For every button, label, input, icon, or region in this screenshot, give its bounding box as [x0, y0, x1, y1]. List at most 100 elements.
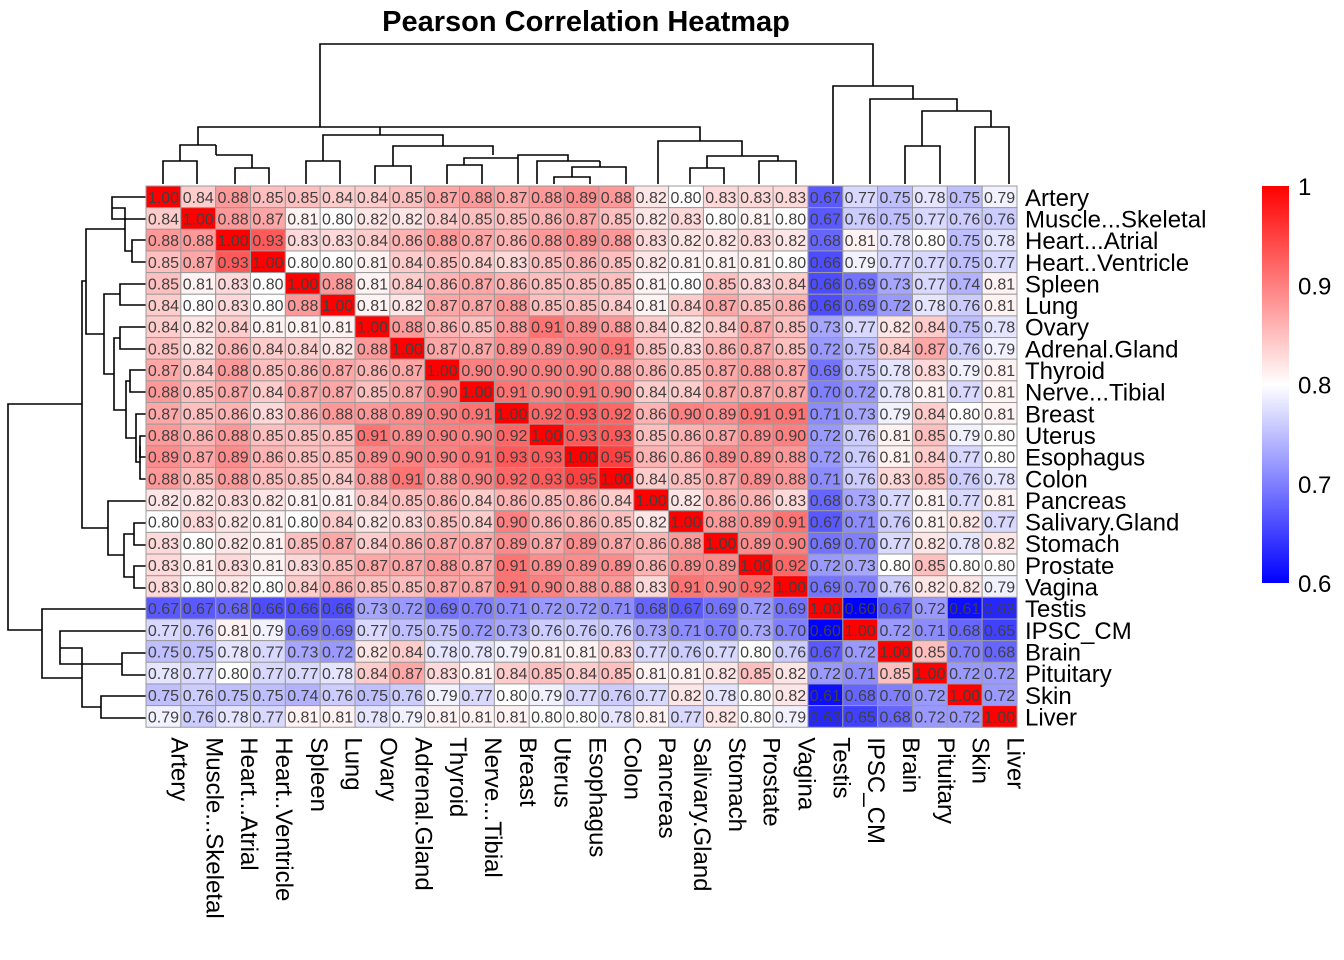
- cell-value-label: 0.82: [357, 515, 388, 532]
- cell-value-label: 0.87: [461, 341, 492, 358]
- cell-value-label: 0.77: [670, 709, 701, 726]
- cell-value-label: 0.87: [287, 385, 318, 402]
- cell-value-label: 0.89: [566, 190, 597, 207]
- cell-value-label: 0.92: [740, 580, 771, 597]
- cell-value-label: 0.72: [810, 558, 841, 575]
- cell-value-label: 0.77: [845, 320, 876, 337]
- row-label: Nerve...Tibial: [1025, 380, 1165, 407]
- cell-value-label: 0.81: [287, 493, 318, 510]
- cell-value-label: 0.80: [740, 688, 771, 705]
- cell-value-label: 0.76: [949, 298, 980, 315]
- cell-value-label: 0.88: [601, 320, 632, 337]
- cell-value-label: 0.86: [636, 558, 667, 575]
- cell-value-label: 0.77: [148, 623, 179, 640]
- cell-value-label: 0.77: [183, 666, 214, 683]
- cell-value-label: 0.93: [566, 406, 597, 423]
- cell-value-label: 0.67: [879, 601, 910, 618]
- column-label: Ovary: [374, 737, 401, 801]
- cell-value-label: 0.77: [914, 255, 945, 272]
- column-label: Vagina: [793, 737, 820, 811]
- cell-value-label: 0.79: [984, 341, 1015, 358]
- cell-value-label: 0.86: [496, 276, 527, 293]
- cell-value-label: 0.67: [148, 601, 179, 618]
- cell-value-label: 0.77: [636, 688, 667, 705]
- cell-value-label: 0.82: [392, 211, 423, 228]
- cell-value-label: 0.88: [601, 363, 632, 380]
- cell-value-label: 0.81: [531, 644, 562, 661]
- cell-value-label: 0.91: [566, 385, 597, 402]
- cell-value-label: 0.84: [705, 320, 736, 337]
- cell-value-label: 0.88: [322, 406, 353, 423]
- cell-value-label: 0.83: [775, 493, 806, 510]
- cell-value-label: 0.86: [427, 320, 458, 337]
- cell-value-label: 0.86: [496, 493, 527, 510]
- cell-value-label: 0.92: [775, 558, 806, 575]
- cell-value-label: 0.77: [879, 493, 910, 510]
- cell-value-label: 0.85: [531, 666, 562, 683]
- cell-value-label: 0.85: [601, 276, 632, 293]
- cell-value-label: 0.72: [879, 298, 910, 315]
- cell-value-label: 0.60: [845, 601, 876, 618]
- row-dendrogram: [7, 196, 146, 719]
- cell-value-label: 0.87: [740, 320, 771, 337]
- cell-value-label: 0.79: [984, 190, 1015, 207]
- row-label: Testis: [1025, 596, 1086, 623]
- cell-value-label: 0.82: [705, 666, 736, 683]
- cell-value-label: 0.87: [775, 385, 806, 402]
- cell-value-label: 0.81: [322, 320, 353, 337]
- cell-value-label: 0.88: [218, 190, 249, 207]
- column-label: Muscle...Skeletal: [200, 737, 227, 918]
- cell-value-label: 0.88: [531, 190, 562, 207]
- cell-value-label: 0.82: [914, 536, 945, 553]
- cell-value-label: 0.81: [427, 709, 458, 726]
- cell-value-label: 0.84: [914, 406, 945, 423]
- cell-value-label: 0.66: [810, 276, 841, 293]
- cell-value-label: 0.88: [601, 233, 632, 250]
- cell-value-label: 0.89: [566, 558, 597, 575]
- cell-value-label: 0.69: [810, 580, 841, 597]
- cell-value-label: 0.85: [148, 341, 179, 358]
- cell-value-label: 0.79: [949, 428, 980, 445]
- cell-value-label: 0.89: [392, 428, 423, 445]
- column-label: IPSC_CM: [862, 737, 889, 844]
- cell-value-label: 0.80: [496, 688, 527, 705]
- cell-value-label: 0.76: [601, 623, 632, 640]
- cell-value-label: 0.72: [392, 601, 423, 618]
- cell-value-label: 0.85: [357, 580, 388, 597]
- cell-value-label: 0.82: [218, 515, 249, 532]
- row-label: Thyroid: [1025, 358, 1105, 385]
- cell-value-label: 0.81: [287, 709, 318, 726]
- cell-value-label: 0.76: [949, 471, 980, 488]
- cell-value-label: 0.86: [322, 580, 353, 597]
- cell-value-label: 0.85: [252, 363, 283, 380]
- column-label: Pancreas: [653, 737, 680, 838]
- cell-value-label: 0.82: [705, 233, 736, 250]
- cell-value-label: 0.85: [287, 471, 318, 488]
- cell-value-label: 0.88: [670, 536, 701, 553]
- cell-value-label: 0.79: [392, 709, 423, 726]
- cell-value-label: 0.89: [566, 320, 597, 337]
- cell-value-label: 0.85: [705, 276, 736, 293]
- cell-value-label: 0.84: [357, 536, 388, 553]
- cell-value-label: 0.85: [670, 471, 701, 488]
- cell-value-label: 0.88: [218, 471, 249, 488]
- cell-value-label: 0.87: [705, 471, 736, 488]
- cell-value-label: 0.90: [705, 580, 736, 597]
- legend-tick-label: 0.7: [1298, 472, 1331, 499]
- cell-value-label: 0.85: [392, 493, 423, 510]
- cell-value-label: 0.68: [636, 601, 667, 618]
- cell-value-label: 0.84: [392, 644, 423, 661]
- cell-value-label: 0.90: [531, 580, 562, 597]
- cell-value-label: 0.75: [148, 688, 179, 705]
- cell-value-label: 0.81: [914, 515, 945, 532]
- cell-value-label: 0.89: [740, 450, 771, 467]
- cell-value-label: 0.86: [287, 363, 318, 380]
- cell-value-label: 0.87: [531, 536, 562, 553]
- cell-value-label: 0.92: [531, 406, 562, 423]
- cell-value-label: 0.67: [810, 515, 841, 532]
- cell-value-label: 0.84: [148, 320, 179, 337]
- cell-value-label: 1.00: [601, 471, 632, 488]
- cell-value-label: 0.81: [322, 709, 353, 726]
- cell-value-label: 0.77: [705, 644, 736, 661]
- color-legend-bar: [1262, 186, 1289, 583]
